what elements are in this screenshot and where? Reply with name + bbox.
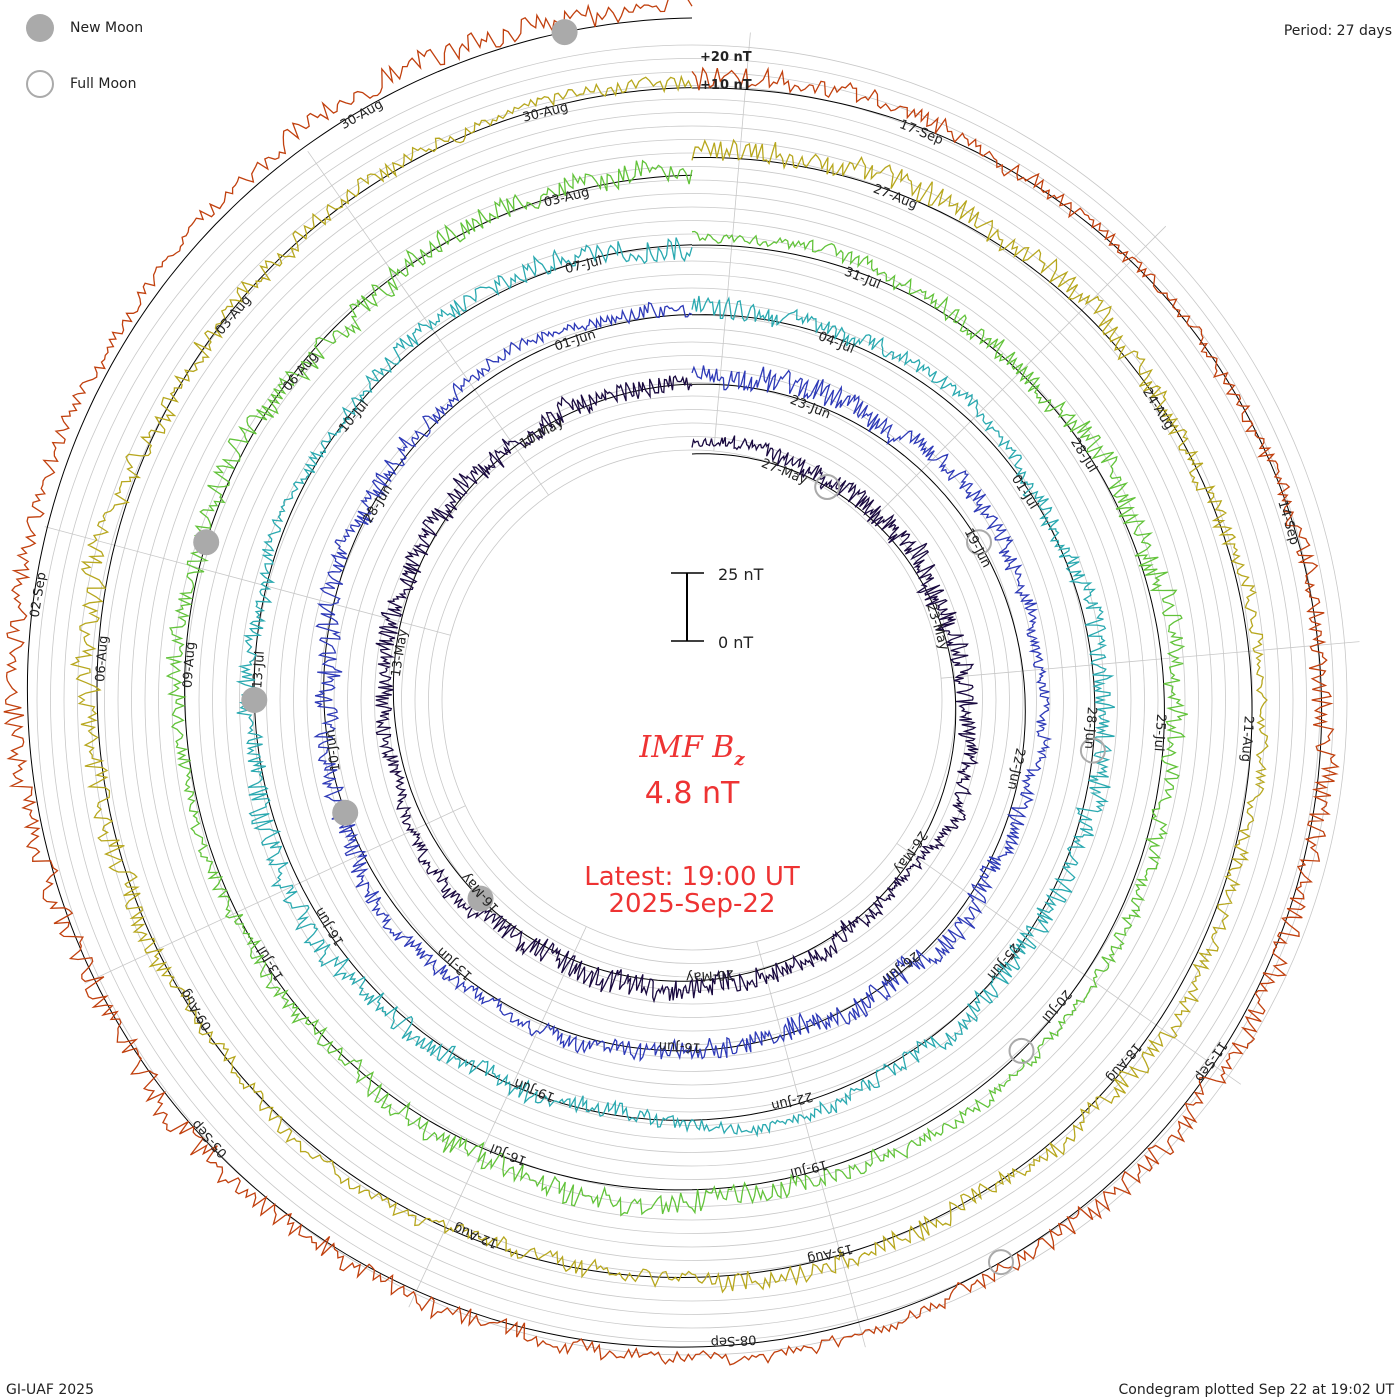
date-label: 09-Aug [181,641,199,688]
baseline-spiral [184,174,1165,1191]
full-moon-marker [966,529,992,556]
bz-series [3,0,1340,1366]
day-spoke [713,32,751,452]
baseline-spiral [323,313,1026,1052]
day-spoke [44,526,451,636]
date-label: 02-Sep [28,571,50,619]
grid-ring [77,85,1307,1315]
date-label: 08-Sep [710,1331,757,1349]
date-label: 14-Sep [1274,499,1301,547]
bz-trace-rotation-2 [313,301,1053,1062]
date-label: 28-Jun [361,482,396,526]
center-title: IMF Bz 4.8 nT Latest: 19:00 UT 2025-Sep-… [584,730,800,919]
date-label: 16-Jun [658,1038,701,1054]
grid-ring [171,179,1213,1221]
full-moon-icon [26,70,54,98]
baseline-spiral [96,87,1253,1279]
day-spoke [84,805,466,984]
new-moon-marker [193,529,220,556]
full-moon-marker [814,474,841,500]
day-spoke [868,225,1167,524]
footer-credit: GI-UAF 2025 [6,1382,94,1398]
date-label: 22-Jun [1004,747,1027,791]
grid-ring [347,355,1037,1045]
new-moon-marker [241,687,268,713]
latest-time: Latest: 19:00 UT [584,862,800,892]
day-spoke [756,941,866,1348]
new-moon-marker [551,19,578,46]
chart-title: IMF Bz [638,730,745,770]
grid-ring [185,193,1199,1207]
outer-scale-20: +20 nT [700,50,752,65]
grid-ring [306,314,1078,1086]
grid-ring [441,449,943,951]
current-value: 4.8 nT [645,776,740,811]
bz-trace-rotation-3 [235,237,1116,1138]
date-label: 25-Jul [1151,713,1169,752]
date-label: 28-Jun [1081,706,1099,749]
date-label: 01-Jun [553,327,598,354]
scale-bar-top: 25 nT [718,565,764,584]
date-label: 13-May [389,628,411,678]
new-moon-marker [467,885,494,912]
full-moon-marker [988,1249,1014,1276]
full-moon-marker [1079,737,1106,764]
outer-scale-10: +10 nT [700,78,752,93]
latest-date: 2025-Sep-22 [608,889,775,919]
scale-bar-bottom: 0 nT [718,633,753,652]
date-label: 21-Aug [1238,715,1256,762]
date-label: 03-Aug [542,185,591,211]
grid-ring [158,166,1226,1234]
grid-ring [293,301,1091,1099]
chart-title-subscript: z [733,749,745,770]
date-label: 10-Jun [323,728,344,772]
grid-ring [225,233,1159,1167]
legend-full-moon: Full Moon [26,70,136,98]
date-label: 06-Aug [93,635,111,682]
grid-ring [50,58,1334,1342]
grid-ring [198,206,1186,1194]
legend-new-moon: New Moon [26,14,143,42]
bz-trace-rotation-5 [69,74,1269,1294]
grid-rings [36,44,1348,1356]
bz-trace-rotation-4 [165,159,1188,1217]
grid-ring [360,368,1024,1032]
full-moon-marker [1008,1037,1035,1064]
grid-ring [104,112,1280,1288]
date-label: 13-Jul [250,650,268,689]
grid-ring [131,139,1253,1261]
legend-new-moon-label: New Moon [70,20,144,36]
date-labels: 27-May23-May26-May20-May16-May13-May10-M… [28,97,1302,1349]
footer-plot-time: Condegram plotted Sep 22 at 19:02 UT [1118,1382,1394,1398]
bz-trace-rotation-1 [375,375,979,1004]
scale-bar: 25 nT 0 nT [671,565,764,652]
day-spoke [307,150,549,496]
period-label: Period: 27 days [1283,23,1392,39]
moon-markers [193,19,1106,1276]
day-spoke [408,926,587,1308]
new-moon-marker [332,799,359,826]
grid-ring [401,409,983,991]
day-spokes [44,32,1360,1348]
grid-ring [144,152,1240,1248]
grid-ring [320,328,1064,1072]
grid-ring [90,98,1294,1302]
grid-ring [387,395,997,1005]
legend-full-moon-label: Full Moon [70,76,137,92]
grid-ring [212,220,1172,1180]
grid-ring [374,382,1010,1018]
bz-trace-rotation-6 [3,0,1340,1366]
day-spoke [896,843,1242,1085]
grid-ring [36,44,1348,1356]
date-label: 19-Jul [789,1156,829,1180]
date-label: 09-Aug [178,986,215,1033]
date-label: 27-May [759,456,810,488]
date-label: 07-Jul [564,253,604,277]
date-label: 15-Aug [806,1240,855,1266]
day-spoke [940,641,1360,679]
new-moon-icon [26,14,54,42]
date-label: 19-Jun [512,1075,557,1105]
date-label: 20-May [685,966,734,984]
